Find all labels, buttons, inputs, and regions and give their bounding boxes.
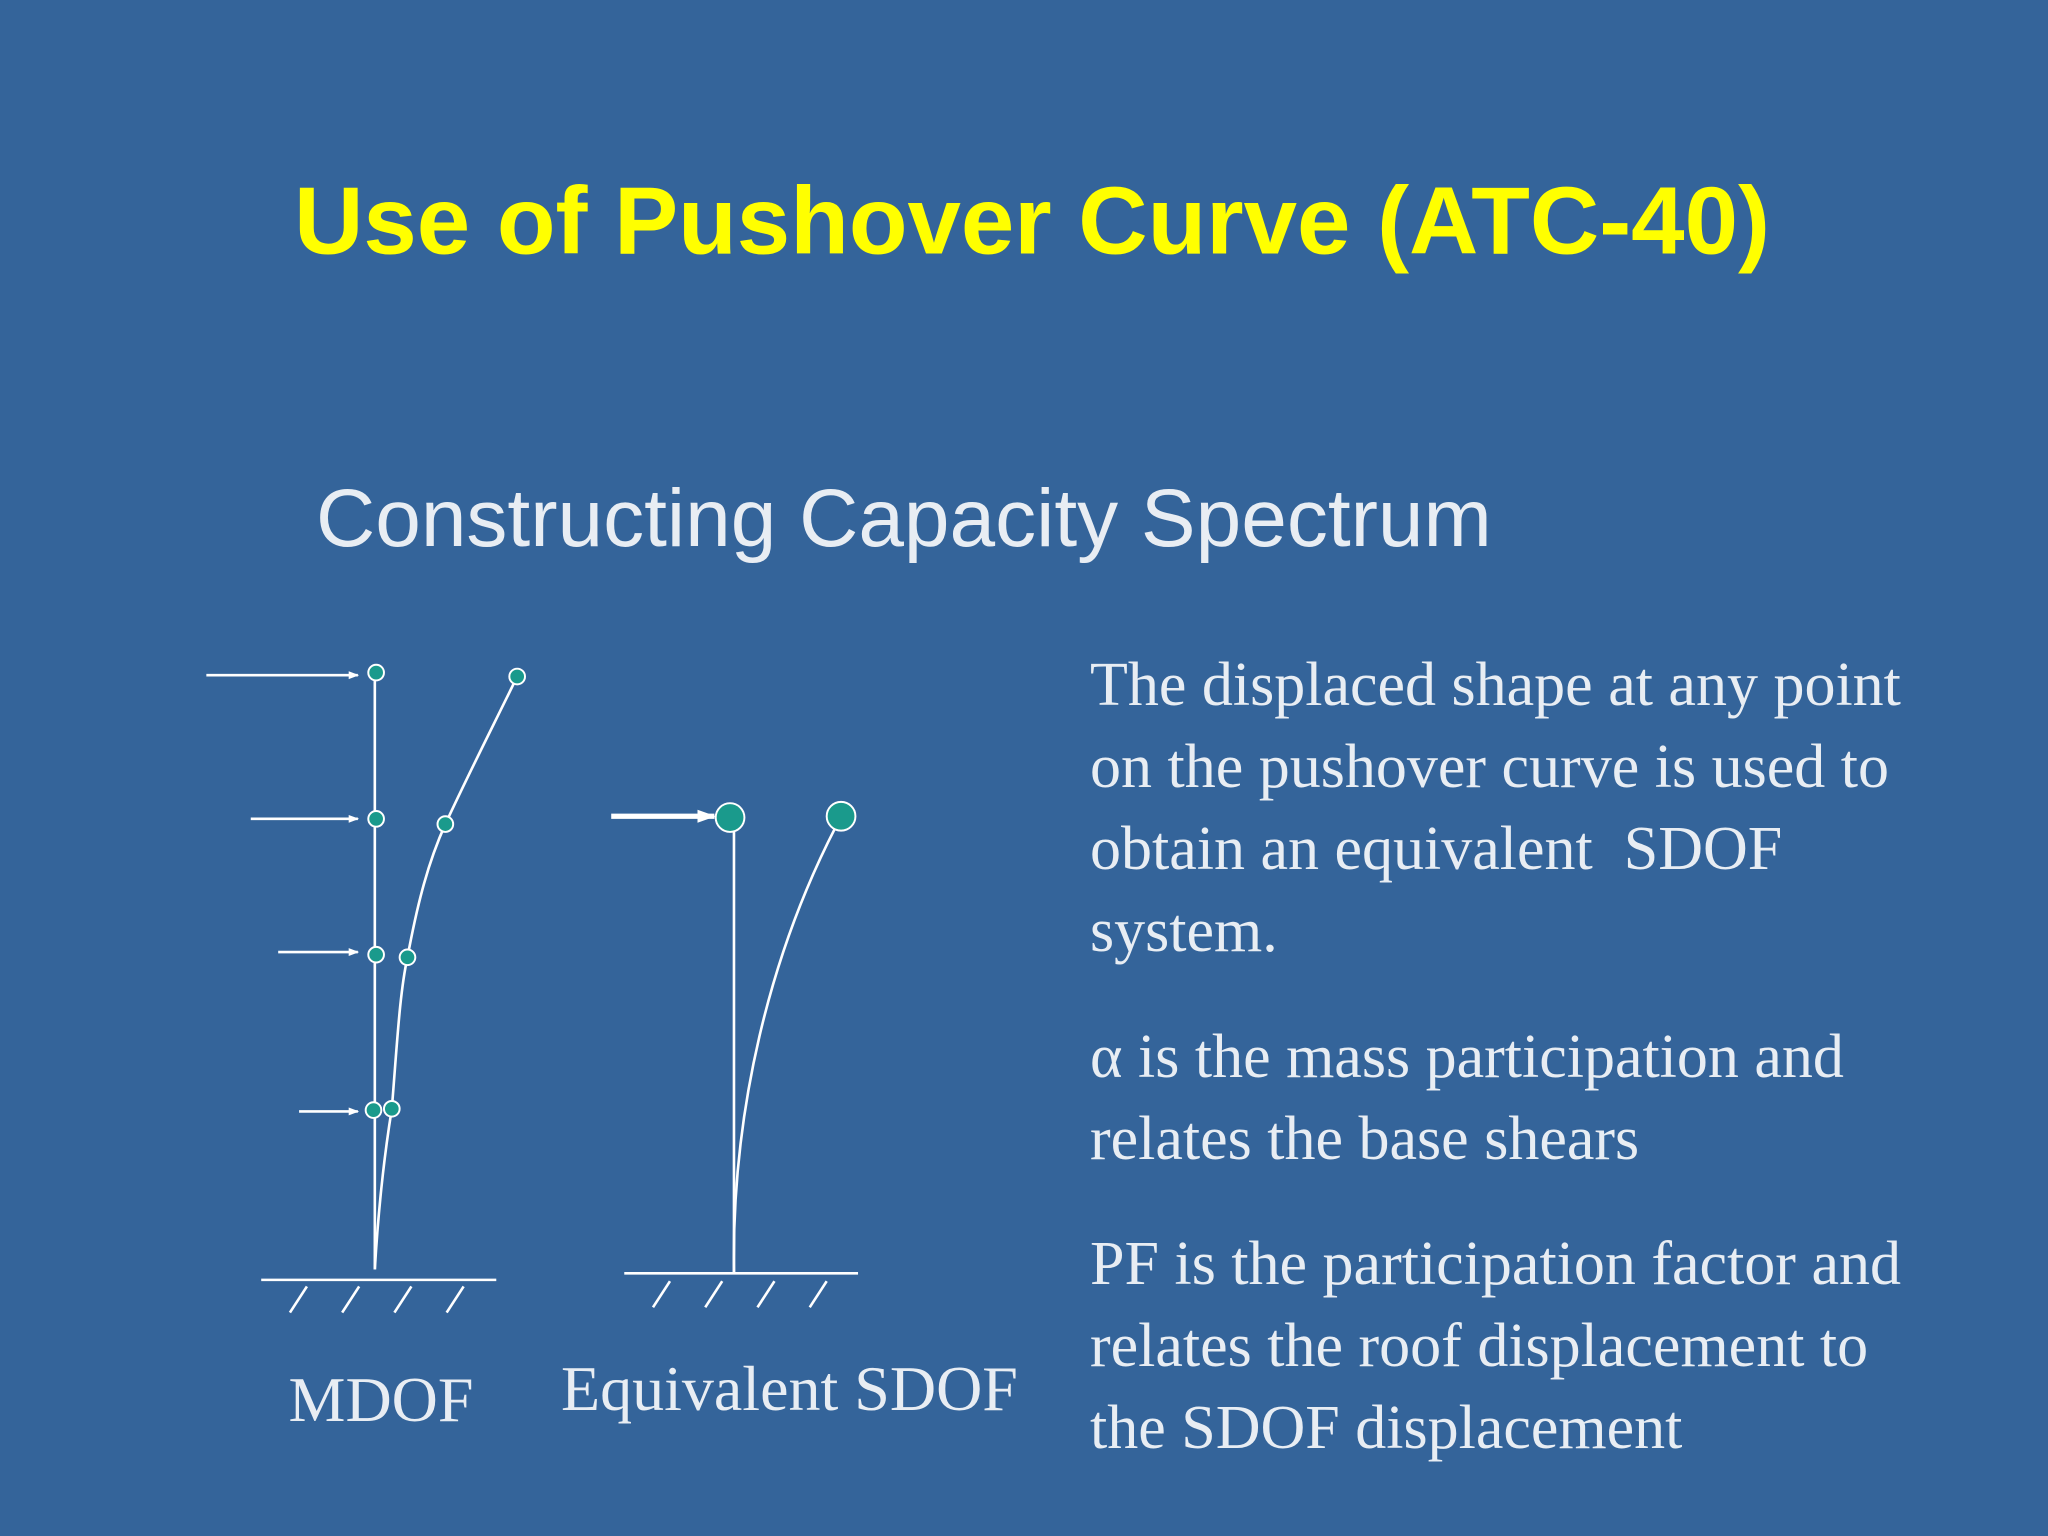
paragraph-line: the SDOF displacement	[1090, 1394, 1682, 1462]
node	[436, 815, 455, 833]
ground-hatch	[288, 1285, 465, 1314]
node	[508, 667, 526, 686]
diagram	[206, 663, 859, 1314]
sdof-label: Equivalent SDOF	[561, 1353, 1018, 1424]
node	[364, 1101, 383, 1119]
mdof-label: MDOF	[289, 1364, 474, 1435]
node	[714, 802, 746, 833]
paragraph-line: system.	[1090, 897, 1278, 965]
node	[398, 948, 417, 967]
sdof-deformed-shape	[732, 826, 838, 1274]
slide-subtitle: Constructing Capacity Spectrum	[316, 473, 1492, 564]
ground-hatch	[651, 1280, 828, 1309]
paragraph-line: The displaced shape at any point	[1090, 651, 1901, 719]
body-text: The displaced shape at any point on the p…	[1090, 651, 1901, 1462]
node	[382, 1099, 401, 1118]
node	[367, 810, 385, 828]
paragraph-line: PF is the participation factor and	[1090, 1230, 1901, 1298]
node	[367, 663, 385, 682]
paragraph-line: relates the base shears	[1090, 1105, 1639, 1173]
paragraph-line: on the pushover curve is used to	[1090, 733, 1889, 801]
slide-title: Use of Pushover Curve (ATC-40)	[294, 167, 1770, 274]
paragraph-line: relates the roof displacement to	[1090, 1312, 1868, 1380]
mdof-deformed-shape	[373, 675, 519, 1270]
paragraph-line: obtain an equivalent SDOF	[1090, 815, 1782, 883]
paragraph-line: α is the mass participation and	[1090, 1023, 1844, 1091]
node	[367, 945, 385, 964]
node	[825, 800, 857, 832]
